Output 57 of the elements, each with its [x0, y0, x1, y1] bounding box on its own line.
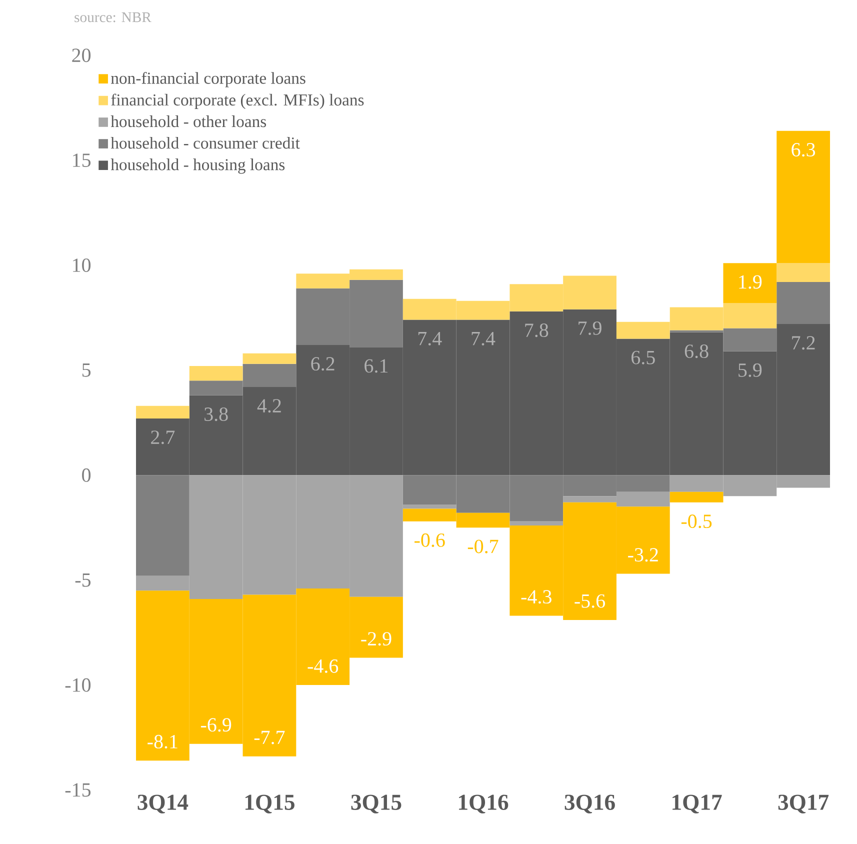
data-label: -8.1 [148, 734, 178, 749]
legend-label: financial corporate (excl. MFIs) loans [111, 94, 364, 109]
data-label: -4.3 [521, 590, 552, 604]
legend-label: household - consumer credit [110, 136, 300, 149]
data-label: -6.9 [200, 718, 232, 732]
bar [776, 282, 830, 324]
y-tick-label: -5 [75, 573, 91, 587]
y-tick-label: -15 [65, 783, 91, 797]
y-tick-label: 5 [82, 364, 91, 377]
data-label: -0.6 [414, 533, 445, 548]
data-label: 7.4 [418, 332, 442, 346]
bar [136, 406, 190, 418]
data-label: 6.5 [632, 350, 655, 364]
x-tick-label: 3Q16 [564, 794, 615, 814]
data-label: 7.4 [472, 332, 496, 346]
data-label: -4.6 [308, 659, 338, 673]
legend-label: household - housing loans [110, 158, 285, 174]
bar [776, 130, 830, 264]
data-label: 7.8 [525, 324, 548, 338]
data-label: -2.9 [361, 632, 392, 646]
data-label: 1.9 [739, 275, 762, 289]
y-tick-label: 15 [73, 154, 91, 167]
data-label: 6.3 [792, 143, 816, 157]
bar [189, 366, 243, 381]
y-tick-label: 0 [82, 468, 91, 482]
x-tick-label: 1Q15 [245, 794, 294, 814]
data-label: 7.2 [792, 336, 815, 350]
x-tick-label: 3Q14 [138, 794, 188, 814]
y-tick-label: -10 [65, 678, 91, 692]
data-label: 3.8 [204, 407, 228, 422]
bar [670, 492, 724, 502]
x-tick-label: 3Q17 [778, 794, 829, 814]
data-label: 6.2 [311, 357, 334, 371]
bar [723, 263, 777, 304]
legend-label: non-financial corporate loans [111, 72, 306, 88]
data-label: -3.2 [628, 548, 658, 562]
data-label: -0.5 [681, 514, 712, 528]
data-label: 7.9 [578, 321, 602, 335]
bar [136, 475, 190, 576]
bar [776, 263, 830, 282]
x-tick-label: 3Q15 [351, 794, 402, 814]
data-label: 2.7 [151, 430, 175, 444]
bar [510, 521, 564, 526]
x-tick-label: 1Q16 [459, 794, 508, 814]
data-label: 6.1 [364, 359, 388, 373]
source-note: source: NBR [74, 12, 152, 22]
data-label: -5.6 [574, 594, 606, 608]
data-label: -0.7 [468, 540, 498, 554]
x-tick-label: 1Q17 [672, 794, 722, 814]
bar [242, 353, 296, 364]
data-label: 6.8 [684, 344, 708, 358]
data-label: 5.9 [738, 363, 762, 377]
data-label: -7.7 [254, 730, 285, 744]
legend-label: household - other loans [110, 115, 266, 128]
y-tick-label: 10 [73, 258, 91, 272]
y-tick-label: 20 [72, 48, 91, 62]
data-label: 4.2 [257, 399, 281, 413]
